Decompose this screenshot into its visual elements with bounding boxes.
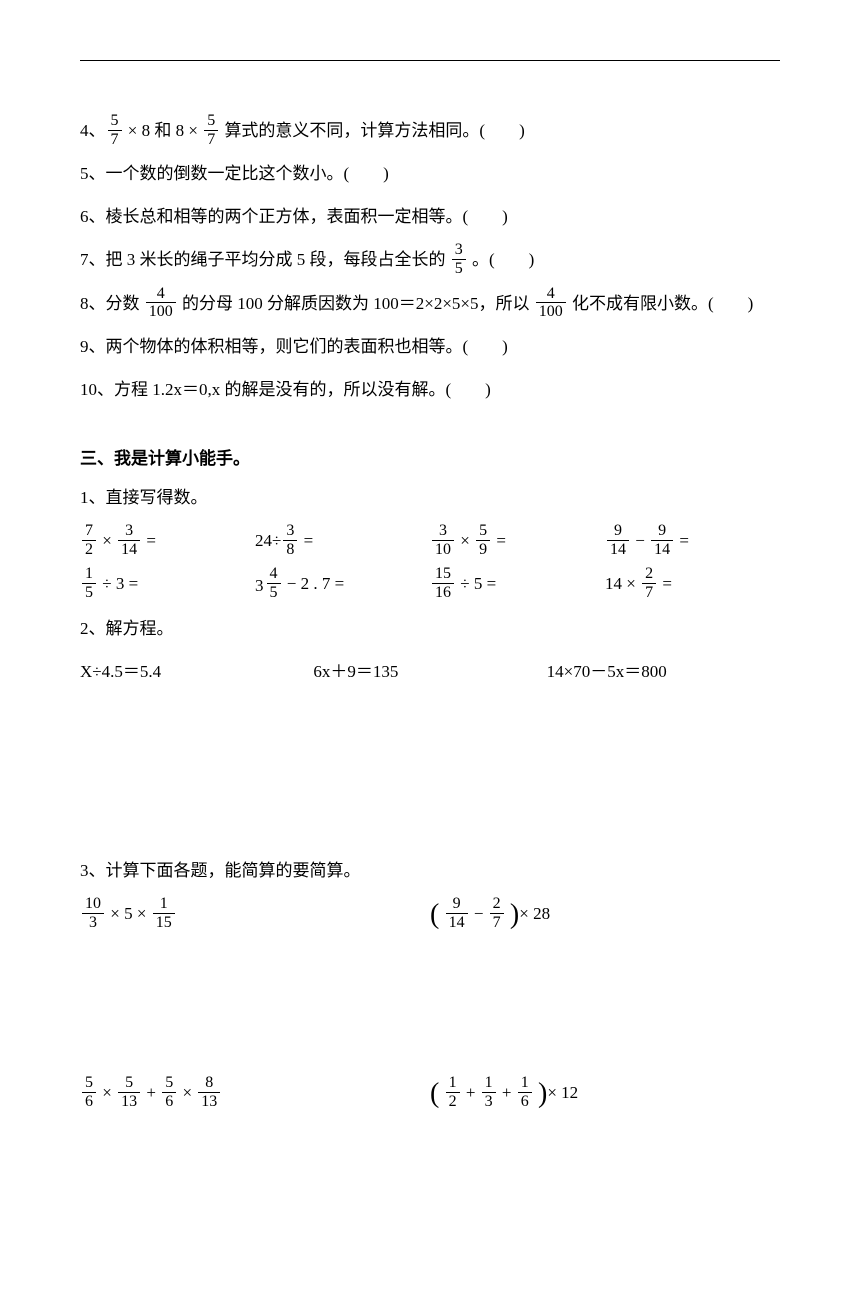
section-3-title: 三、我是计算小能手。 — [80, 439, 780, 478]
question-6: 6、棱长总和相等的两个正方体，表面积一定相等。( ) — [80, 197, 780, 236]
right-bracket-icon: ) — [538, 1079, 547, 1110]
calc-row-2: 15 ÷ 3 = 3 45 − 2 . 7 = 1516 ÷ 5 = 14 × … — [80, 564, 780, 605]
fraction-1-2: 12 — [446, 1074, 460, 1110]
sub2-title: 2、解方程。 — [80, 609, 780, 648]
s2m: − — [470, 904, 488, 923]
s3m2: + — [142, 1083, 160, 1102]
question-5: 5、一个数的倒数一定比这个数小。( ) — [80, 154, 780, 193]
simplify-4: ( 12 + 13 + 16 )× 12 — [430, 1073, 780, 1112]
equations-row: X÷4.5＝5.4 6x＋9＝135 14×70－5x＝800 — [80, 652, 780, 691]
question-9: 9、两个物体的体积相等，则它们的表面积也相等。( ) — [80, 327, 780, 366]
fraction-2-7: 27 — [642, 565, 656, 601]
s4m1: + — [462, 1083, 480, 1102]
fraction-2-7: 27 — [490, 895, 504, 931]
fraction-4-100: 4100 — [146, 285, 176, 321]
fraction-3-8: 38 — [283, 522, 297, 558]
q7-post: 。( ) — [468, 250, 535, 269]
fraction-10-3: 103 — [82, 895, 104, 931]
question-7: 7、把 3 米长的绳子平均分成 5 段，每段占全长的 35 。( ) — [80, 240, 780, 279]
c7-suf: ÷ 5 = — [456, 574, 496, 593]
equation-1: X÷4.5＝5.4 — [80, 652, 313, 691]
horizontal-rule — [80, 60, 780, 61]
fraction-5-7: 57 — [108, 112, 122, 148]
q4-mid: × 8 和 8 × — [124, 121, 203, 140]
calc-5: 15 ÷ 3 = — [80, 564, 255, 605]
fraction-3-10: 310 — [432, 522, 454, 558]
eq: = — [142, 531, 156, 550]
calc-row-1: 72 × 314 = 24÷38 = 310 × 59 = 914 − 914 … — [80, 521, 780, 560]
simplify-3: 56 × 513 + 56 × 813 — [80, 1073, 430, 1112]
c5-suf: ÷ 3 = — [98, 574, 138, 593]
fraction-5-6: 56 — [82, 1074, 96, 1110]
simplify-2: ( 914 − 27 )× 28 — [430, 894, 780, 933]
fraction-8-13: 813 — [198, 1074, 220, 1110]
fraction-1-15: 115 — [153, 895, 175, 931]
q4-text: 4、 — [80, 121, 106, 140]
s4p: × 12 — [547, 1083, 578, 1102]
eq: = — [492, 531, 506, 550]
q7-pre: 7、把 3 米长的绳子平均分成 5 段，每段占全长的 — [80, 250, 450, 269]
fraction-4-100: 4100 — [536, 285, 566, 321]
simplify-1: 103 × 5 × 115 — [80, 894, 430, 933]
equation-3: 14×70－5x＝800 — [547, 652, 780, 691]
q8-pre: 8、分数 — [80, 294, 144, 313]
fraction-1-5: 15 — [82, 565, 96, 601]
calc-2: 24÷38 = — [255, 521, 430, 560]
c6-suf: − 2 . 7 = — [283, 574, 345, 593]
calc-6: 3 45 − 2 . 7 = — [255, 564, 430, 605]
fraction-5-13: 513 — [118, 1074, 140, 1110]
calc-3: 310 × 59 = — [430, 521, 605, 560]
q8-post: 化不成有限小数。( ) — [568, 294, 754, 313]
sub1-title: 1、直接写得数。 — [80, 478, 780, 517]
fraction-1-3: 13 — [482, 1074, 496, 1110]
c6-pre: 3 — [255, 566, 264, 605]
calc-7: 1516 ÷ 5 = — [430, 564, 605, 605]
eq: = — [299, 531, 313, 550]
fraction-9-14: 914 — [446, 895, 468, 931]
fraction-15-16: 1516 — [432, 565, 454, 601]
fraction-4-5: 45 — [267, 565, 281, 601]
fraction-3-14: 314 — [118, 522, 140, 558]
c2-pre: 24÷ — [255, 531, 281, 550]
equation-2: 6x＋9＝135 — [313, 652, 546, 691]
question-4: 4、57 × 8 和 8 × 57 算式的意义不同，计算方法相同。( ) — [80, 111, 780, 150]
q8-mid: 的分母 100 分解质因数为 100＝2×2×5×5，所以 — [178, 294, 534, 313]
fraction-5-6: 56 — [162, 1074, 176, 1110]
sub3-title: 3、计算下面各题，能简算的要简算。 — [80, 851, 780, 890]
fraction-5-7: 57 — [204, 112, 218, 148]
left-bracket-icon: ( — [430, 899, 439, 930]
s3m1: × — [98, 1083, 116, 1102]
simplify-row-1: 103 × 5 × 115 ( 914 − 27 )× 28 — [80, 894, 780, 933]
left-bracket-icon: ( — [430, 1079, 439, 1110]
fraction-7-2: 72 — [82, 522, 96, 558]
s3m3: × — [178, 1083, 196, 1102]
fraction-1-6: 16 — [518, 1074, 532, 1110]
s2p: × 28 — [519, 904, 550, 923]
calc-1: 72 × 314 = — [80, 521, 255, 560]
fraction-9-14: 914 — [607, 522, 629, 558]
s4m2: + — [498, 1083, 516, 1102]
q4-post: 算式的意义不同，计算方法相同。( ) — [220, 121, 525, 140]
c8-suf: = — [658, 574, 672, 593]
c8-pre: 14 × — [605, 574, 640, 593]
fraction-5-9: 59 — [476, 522, 490, 558]
right-bracket-icon: ) — [510, 899, 519, 930]
s1m1: × 5 × — [106, 904, 151, 923]
question-8: 8、分数 4100 的分母 100 分解质因数为 100＝2×2×5×5，所以 … — [80, 284, 780, 323]
calc-4: 914 − 914 = — [605, 521, 780, 560]
fraction-3-5: 35 — [452, 241, 466, 277]
fraction-9-14: 914 — [651, 522, 673, 558]
simplify-row-2: 56 × 513 + 56 × 813 ( 12 + 13 + 16 )× 12 — [80, 1073, 780, 1112]
eq: = — [675, 531, 689, 550]
calc-8: 14 × 27 = — [605, 564, 780, 605]
question-10: 10、方程 1.2x＝0,x 的解是没有的，所以没有解。( ) — [80, 370, 780, 409]
